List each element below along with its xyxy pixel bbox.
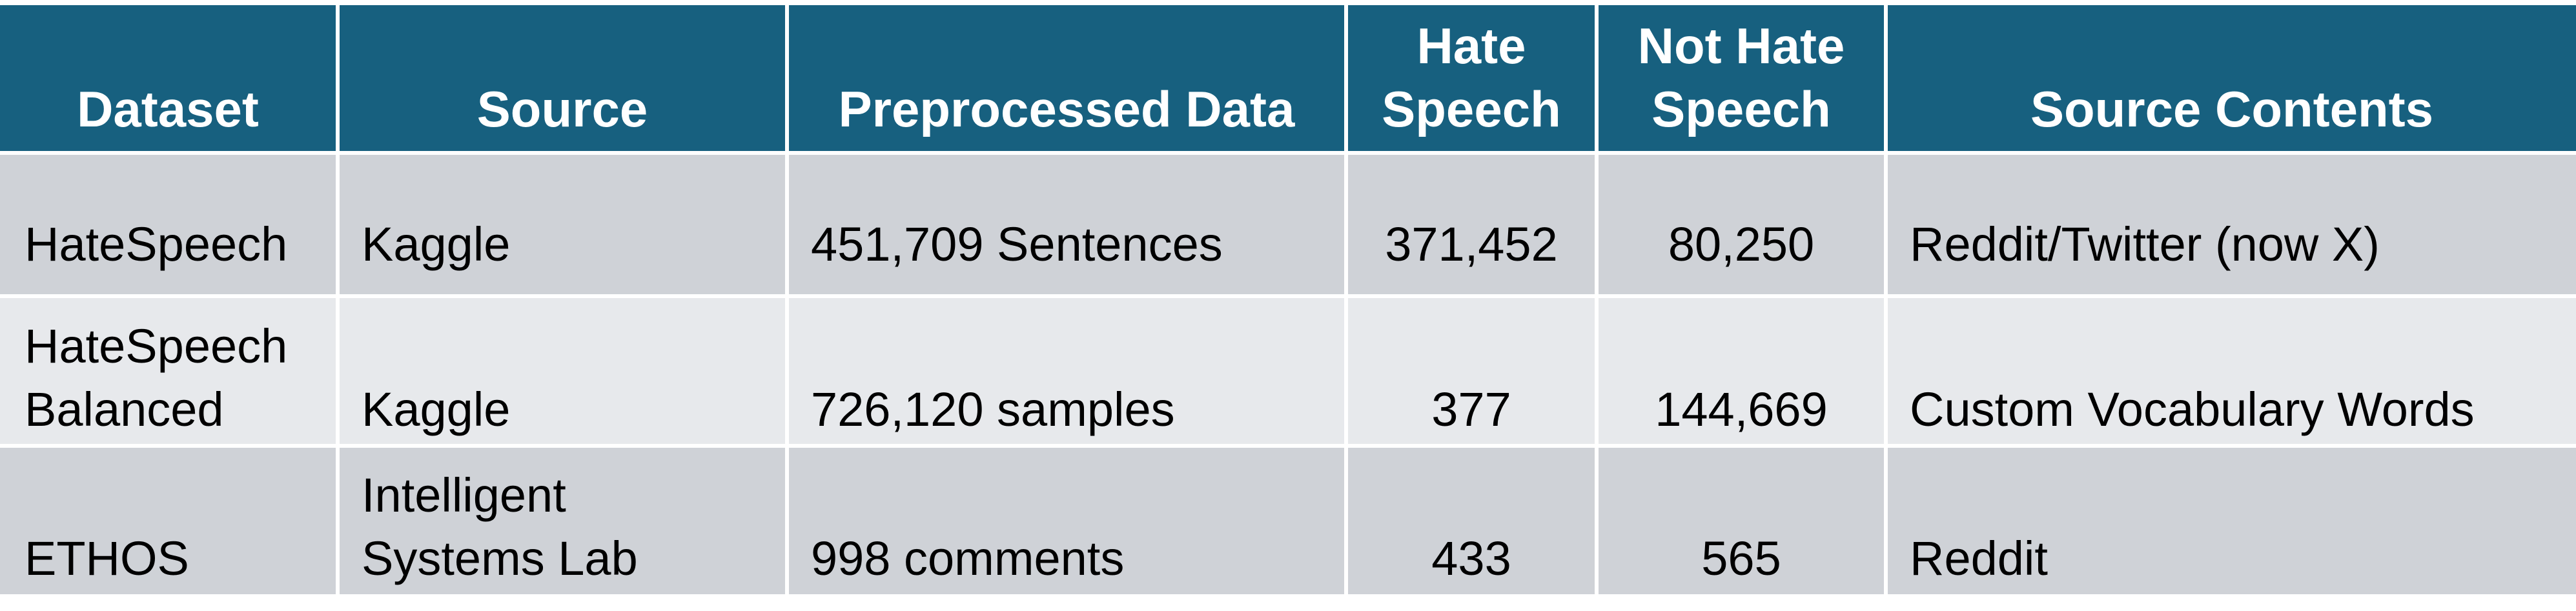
header-preprocessed-data: Preprocessed Data (789, 5, 1344, 151)
cell-source: Intelligent Systems Lab (340, 448, 785, 594)
cell-preprocessed: 998 comments (789, 448, 1344, 594)
cell-source: Kaggle (340, 155, 785, 294)
table-row: HateSpeech Balanced Kaggle 726,120 sampl… (0, 298, 2576, 444)
header-hate-speech: Hate Speech (1348, 5, 1595, 151)
cell-hate: 433 (1348, 448, 1595, 594)
source-contents-value: Reddit/Twitter (now X) (1910, 217, 2380, 271)
source-name: Kaggle (362, 383, 511, 436)
source-contents-value: Custom Vocabulary Words (1910, 383, 2475, 436)
dataset-name: HateSpeech (25, 217, 288, 271)
dataset-name: ETHOS (25, 532, 189, 585)
cell-not-hate: 80,250 (1599, 155, 1884, 294)
preprocessed-value: 726,120 samples (811, 383, 1175, 436)
cell-preprocessed: 726,120 samples (789, 298, 1344, 444)
cell-hate: 377 (1348, 298, 1595, 444)
dataset-name-line1: HateSpeech (25, 319, 288, 373)
header-hate-line2: Speech (1382, 81, 1561, 137)
cell-source-contents: Reddit (1888, 448, 2576, 594)
cell-not-hate: 144,669 (1599, 298, 1884, 444)
table-row: ETHOS Intelligent Systems Lab 998 commen… (0, 448, 2576, 594)
source-name-line1: Intelligent (362, 468, 566, 522)
header-source-contents: Source Contents (1888, 5, 2576, 151)
header-dataset: Dataset (0, 5, 336, 151)
not-hate-count: 144,669 (1655, 383, 1828, 436)
header-source-label: Source (476, 81, 648, 137)
cell-source-contents: Reddit/Twitter (now X) (1888, 155, 2576, 294)
header-source: Source (340, 5, 785, 151)
table-row: HateSpeech Kaggle 451,709 Sentences 371,… (0, 155, 2576, 294)
cell-dataset: HateSpeech (0, 155, 336, 294)
cell-dataset: ETHOS (0, 448, 336, 594)
hate-count: 433 (1431, 532, 1511, 585)
header-not-hate-line1: Not Hate (1637, 17, 1845, 74)
hate-count: 377 (1431, 383, 1511, 436)
cell-preprocessed: 451,709 Sentences (789, 155, 1344, 294)
header-not-hate-speech: Not Hate Speech (1599, 5, 1884, 151)
header-preprocessed-label: Preprocessed Data (838, 81, 1295, 137)
preprocessed-value: 998 comments (811, 532, 1125, 585)
header-not-hate-line2: Speech (1651, 81, 1831, 137)
table-header-row: Dataset Source Preprocessed Data Hate Sp… (0, 5, 2576, 151)
cell-not-hate: 565 (1599, 448, 1884, 594)
preprocessed-value: 451,709 Sentences (811, 217, 1223, 271)
not-hate-count: 80,250 (1668, 217, 1815, 271)
source-contents-value: Reddit (1910, 532, 2048, 585)
cell-source-contents: Custom Vocabulary Words (1888, 298, 2576, 444)
hate-count: 371,452 (1385, 217, 1558, 271)
dataset-name-line2: Balanced (25, 383, 224, 436)
header-hate-line1: Hate (1416, 17, 1526, 74)
not-hate-count: 565 (1701, 532, 1781, 585)
cell-dataset: HateSpeech Balanced (0, 298, 336, 444)
header-source-contents-label: Source Contents (2030, 81, 2434, 137)
source-name-line2: Systems Lab (362, 532, 638, 585)
cell-source: Kaggle (340, 298, 785, 444)
source-name: Kaggle (362, 217, 511, 271)
cell-hate: 371,452 (1348, 155, 1595, 294)
dataset-table: Dataset Source Preprocessed Data Hate Sp… (0, 5, 2576, 594)
header-dataset-label: Dataset (77, 81, 259, 137)
